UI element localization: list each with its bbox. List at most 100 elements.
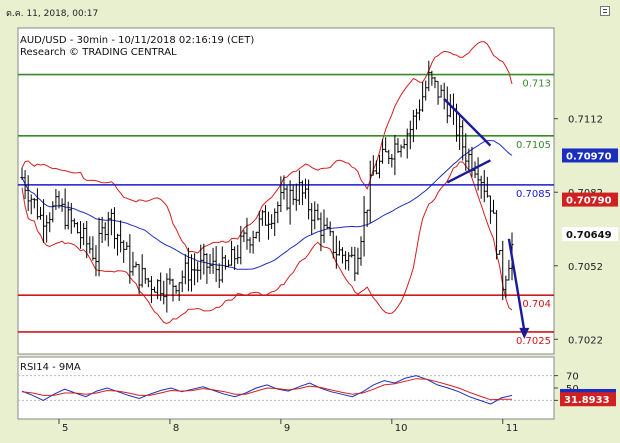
price-bar (273, 208, 277, 236)
price-bar (461, 120, 465, 161)
price-bar (371, 155, 375, 176)
price-bar (507, 259, 511, 281)
price-bar (180, 270, 184, 293)
rsi-lines (21, 375, 513, 405)
price-bars (20, 60, 514, 313)
price-bar (186, 247, 190, 292)
price-bar (334, 235, 338, 269)
price-bar (217, 263, 221, 289)
price-bar (414, 108, 418, 130)
price-bar (411, 109, 415, 143)
price-bar (408, 120, 412, 150)
price-bar (504, 275, 508, 298)
moving-average-line (21, 140, 513, 270)
price-bar (282, 175, 286, 200)
price-bar (377, 154, 381, 179)
rsi-plot-background (17, 356, 555, 420)
price-bar (159, 272, 163, 301)
rsi-ma-line (21, 378, 512, 401)
price-bar (436, 80, 440, 105)
price-bar (384, 137, 388, 153)
price-bar (319, 212, 323, 252)
price-bar (467, 148, 471, 172)
price-bar (183, 254, 187, 285)
price-bar (66, 201, 70, 230)
forecast-arrow-head (519, 327, 530, 339)
price-bar (60, 198, 64, 212)
price-bar (211, 247, 215, 274)
price-bar (20, 167, 24, 180)
support-resistance-levels: 0.713 0.7105 0.7085 0.704 0.7025 (18, 73, 554, 347)
price-bar (103, 222, 107, 241)
price-bar (347, 252, 351, 271)
price-tick-label: 0.7112 (568, 115, 603, 126)
price-bar (501, 240, 505, 301)
time-tick-label: 10 (395, 423, 408, 434)
price-bar (495, 210, 499, 260)
price-bar (189, 254, 193, 292)
level-label: 0.7085 (516, 189, 551, 200)
price-bar (119, 220, 123, 253)
price-tag-label: 0.70970 (566, 151, 612, 162)
rsi-line (21, 375, 513, 405)
price-bar (365, 209, 369, 227)
time-tick-label: 11 (506, 423, 519, 434)
price-bar (143, 267, 147, 284)
price-bar (82, 222, 86, 246)
price-bar (112, 207, 116, 249)
price-tag: 0.70790 (562, 192, 618, 207)
triangle-upper-line (443, 98, 492, 147)
level-label: 0.713 (522, 79, 551, 90)
time-tick-label: 8 (173, 423, 179, 434)
price-bar (242, 230, 246, 243)
price-bar (91, 236, 95, 261)
bollinger-upper-band (21, 41, 513, 254)
top-bar: ต.ค. 11, 2018, 00:17 (0, 0, 620, 26)
price-bar (134, 261, 138, 268)
price-bar (116, 233, 120, 256)
price-bar (230, 240, 234, 266)
price-bar (488, 195, 492, 224)
price-bar (149, 276, 153, 304)
price-tag-label: 0.70790 (566, 196, 612, 207)
price-bar (288, 180, 292, 225)
price-bar (291, 184, 295, 205)
price-bar (402, 138, 406, 149)
price-bar (146, 277, 150, 288)
price-bar (399, 144, 403, 158)
price-bar (29, 194, 33, 215)
price-bar (430, 70, 434, 86)
rsi-value-tag-box (560, 392, 616, 407)
price-bar (427, 60, 431, 92)
price-bar (79, 220, 83, 249)
menu-button[interactable] (600, 6, 610, 16)
price-bar (208, 254, 212, 274)
price-tag: 0.70649 (562, 227, 618, 242)
price-bar (202, 243, 206, 275)
price-bar (285, 185, 289, 211)
price-bar (153, 286, 157, 293)
price-bar (85, 220, 89, 259)
rsi-tick-label: 70 (566, 372, 579, 383)
price-bar (331, 230, 335, 259)
price-bar (381, 139, 385, 164)
price-bar (473, 161, 477, 179)
price-bar (316, 203, 320, 221)
price-bar (439, 84, 443, 98)
price-tick-label: 0.7022 (568, 335, 603, 346)
moving-average (21, 140, 513, 270)
price-bar (54, 189, 58, 210)
price-bar (498, 249, 502, 255)
price-bar (23, 170, 27, 200)
price-bar (106, 212, 110, 247)
price-bar (51, 201, 55, 223)
price-bar (223, 254, 227, 270)
price-bar (100, 216, 104, 243)
price-bar (57, 190, 61, 209)
price-tag-label: 0.70649 (566, 230, 612, 241)
price-bar (131, 251, 135, 276)
time-axis: 5 8 9 10 11 (58, 419, 519, 434)
price-bar (220, 246, 224, 283)
